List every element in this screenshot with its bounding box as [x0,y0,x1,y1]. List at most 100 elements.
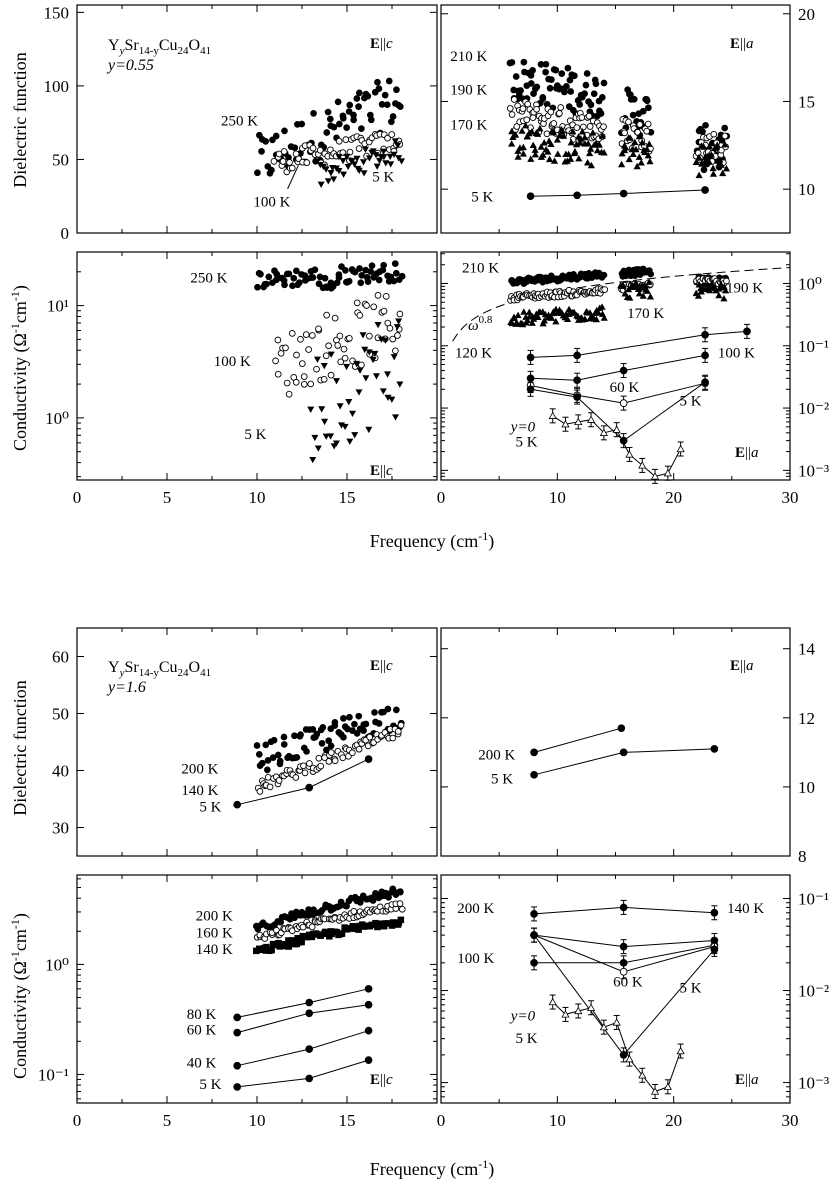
data-point [309,726,317,733]
data-point [635,153,643,160]
data-point [523,316,531,324]
data-point [263,766,271,774]
data-point [292,774,300,781]
series-100-K [270,130,404,176]
series-label: 200 K [196,909,233,925]
y-tick-label: 10⁰ [798,274,822,293]
data-point [386,153,394,161]
series-label: 5 K [679,981,701,997]
data-point [641,148,649,156]
data-point [282,344,289,352]
data-point [618,160,626,168]
series-label: 80 K [187,1007,217,1023]
data-point [335,168,343,175]
data-point [619,903,628,912]
series-label: 200 K [478,747,515,763]
data-point [567,138,575,146]
data-point [264,773,272,781]
data-point [638,1071,647,1079]
data-point [529,141,537,149]
data-point [646,293,655,300]
data-point [369,897,377,904]
series-y-0-5-K [548,994,685,1100]
data-point [702,121,709,129]
y-tick-label: 20 [798,5,815,24]
data-point [313,365,320,373]
data-point [398,158,406,165]
data-point [567,88,575,95]
data-point [340,345,348,353]
data-point [617,724,626,733]
data-point [342,136,350,143]
data-point [622,144,630,151]
data-point [385,77,393,85]
series-label: 5 K [372,170,394,186]
data-point [285,943,292,950]
data-point [519,105,527,112]
data-point [300,762,307,770]
data-point [346,334,353,342]
data-point [297,731,304,738]
data-point [539,151,547,158]
data-point [576,139,584,146]
data-point [584,139,592,147]
data-point [339,754,347,762]
data-point [316,146,324,154]
data-point [356,899,364,906]
data-point [300,380,308,388]
data-point [625,1054,634,1063]
data-point [619,366,628,375]
y-tick-label: 30 [52,819,69,838]
data-point [694,292,703,299]
data-point [626,134,634,141]
data-point [314,445,322,452]
data-point [589,129,597,136]
data-point [710,745,719,753]
data-point [548,997,557,1006]
data-point [639,107,647,115]
pol-label-b-sig-a: E||a [735,1072,759,1088]
data-point [621,129,628,137]
data-point [364,1056,373,1064]
data-point [560,88,568,96]
data-point [353,730,361,737]
series-line [530,189,706,197]
data-point [374,292,382,299]
data-point [600,79,608,87]
data-point [298,360,306,367]
data-point [313,730,321,738]
y-tick-label: 12 [798,709,815,728]
data-point [295,279,303,286]
data-point [392,414,400,421]
series-line [530,330,748,358]
data-point [384,705,392,713]
data-point [573,376,581,385]
x-tick-label: 0 [73,1111,82,1130]
pol-label-a-sig-c: E||c [370,463,393,479]
data-point [380,148,388,155]
data-point [330,123,338,131]
data-point [362,720,370,728]
data-point [363,302,370,309]
data-point [272,357,279,365]
data-point [592,80,600,88]
pol-label-a-eps-c: E||c [370,36,393,52]
data-point [359,332,367,339]
data-point [506,105,514,112]
data-point [353,95,361,102]
data-point [233,1013,242,1022]
data-point [350,111,357,119]
y-tick-label: 10⁻³ [798,1074,829,1093]
data-point [676,1046,685,1055]
data-point [393,706,400,714]
data-point [594,309,603,316]
data-point [702,157,710,164]
data-point [253,742,261,749]
x-tick-label: 10 [549,1111,566,1130]
data-point [322,166,330,173]
data-point [302,331,310,338]
data-point [358,125,365,132]
xlabel-frequency-b: Frequency (cm-1) [370,1157,494,1180]
